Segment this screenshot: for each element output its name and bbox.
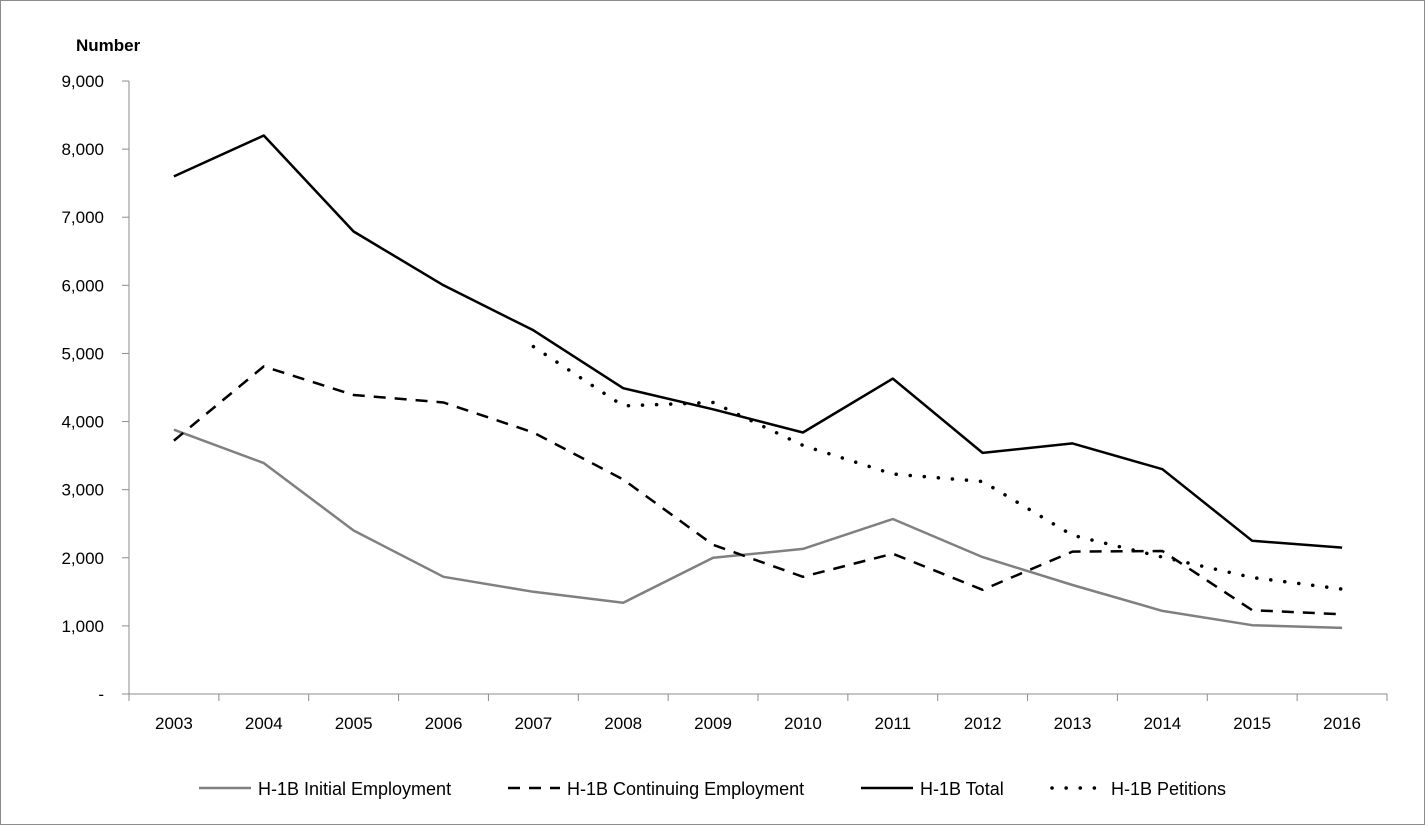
y-tick-label: 8,000	[61, 140, 104, 159]
x-tick-label: 2016	[1323, 714, 1361, 733]
y-tick-label: 6,000	[61, 276, 104, 295]
series-line-h-1b-initial-employment	[173, 428, 1343, 630]
series-line-h-1b-petitions	[531, 344, 1344, 591]
legend-item-h-1b-total: H-1B Total	[861, 779, 1004, 799]
x-tick-label: 2014	[1143, 714, 1181, 733]
x-tick-label: 2008	[604, 714, 642, 733]
series-line-h-1b-total	[173, 134, 1343, 549]
y-tick-label: 1,000	[61, 617, 104, 636]
y-tick-label: 2,000	[61, 549, 104, 568]
legend-item-h-1b-continuing-employment: H-1B Continuing Employment	[508, 779, 804, 799]
x-tick-label: 2004	[245, 714, 283, 733]
series-h-1b-initial-employment	[173, 428, 1343, 630]
legend-item-h-1b-initial-employment: H-1B Initial Employment	[199, 779, 451, 799]
y-axis-title: Number	[76, 36, 141, 55]
series-line-h-1b-continuing-employment	[173, 365, 1343, 616]
x-tick-label: 2013	[1054, 714, 1092, 733]
x-tick-label: 2005	[335, 714, 373, 733]
y-tick-label: -	[98, 685, 104, 704]
y-tick-label: 3,000	[61, 481, 104, 500]
y-tick-label: 7,000	[61, 208, 104, 227]
x-tick-label: 2003	[155, 714, 193, 733]
legend-label: H-1B Initial Employment	[258, 779, 451, 799]
series-h-1b-continuing-employment	[173, 365, 1343, 616]
x-tick-label: 2011	[875, 714, 912, 733]
legend-label: H-1B Petitions	[1111, 779, 1226, 799]
x-axis: 2003 2004 2005 2006 2007 2008 2009 2010 2011 2012…	[128, 693, 1388, 733]
x-tick-label: 2012	[964, 714, 1002, 733]
x-tick-label: 2015	[1233, 714, 1271, 733]
x-tick-label: 2006	[425, 714, 463, 733]
legend: H-1B Initial Employment H-1B Continuing E…	[199, 779, 1226, 799]
y-tick-label: 5,000	[61, 344, 104, 363]
legend-label: H-1B Continuing Employment	[567, 779, 804, 799]
x-tick-label: 2007	[514, 714, 552, 733]
series-h-1b-petitions	[531, 344, 1344, 591]
y-tick-label: 9,000	[61, 72, 104, 91]
series-layer	[173, 134, 1344, 630]
x-tick-label: 2009	[694, 714, 732, 733]
legend-item-h-1b-petitions: H-1B Petitions	[1050, 779, 1226, 799]
y-axis: - 1,000 2,000 3,000 4,000 5,000 6,000 7,000 8,00…	[61, 72, 130, 704]
legend-label: H-1B Total	[920, 779, 1004, 799]
x-tick-label: 2010	[784, 714, 822, 733]
series-h-1b-total	[173, 134, 1343, 549]
y-tick-label: 4,000	[61, 413, 104, 432]
